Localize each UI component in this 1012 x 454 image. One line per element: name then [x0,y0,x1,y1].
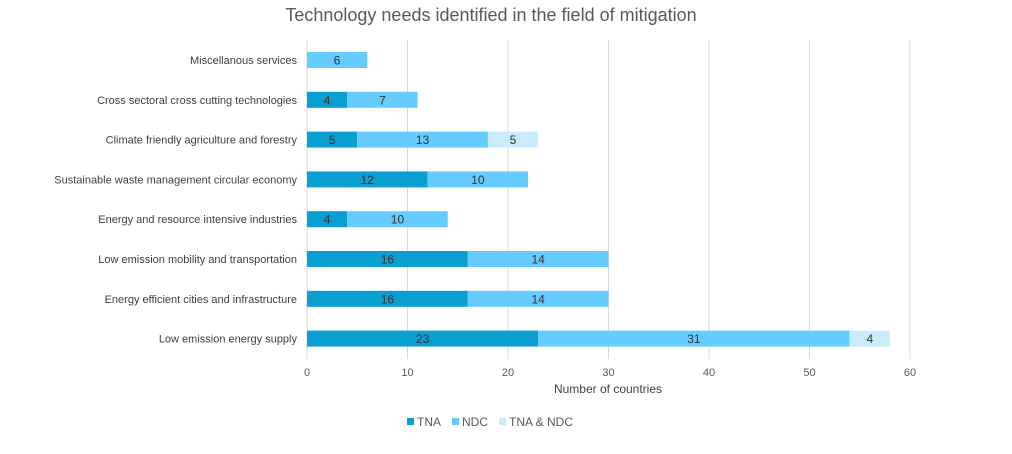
legend-swatch [452,418,459,425]
bar-segment [538,330,850,347]
bar-segment [307,91,348,108]
bar-segment [307,211,348,228]
bar-segment [487,131,539,148]
bar-segment [427,171,529,188]
bar-segment [307,52,368,68]
category-label: Sustainable waste management circular ec… [54,174,297,186]
legend-label: NDC [462,415,488,429]
x-axis-title: Number of countries [554,382,662,396]
data-label: 4 [866,332,873,346]
bar-segment [347,91,418,108]
x-tick-label: 0 [304,367,310,379]
category-label: Miscellanous services [190,55,297,67]
data-label: 12 [361,173,375,187]
data-label: 5 [510,133,517,147]
data-label: 14 [531,292,545,306]
x-tick-label: 60 [904,367,916,379]
x-tick-label: 40 [703,367,715,379]
x-tick-label: 50 [803,367,815,379]
bar-segment [307,290,468,307]
data-label: 6 [334,54,341,68]
x-tick-labels: 0 10 20 30 40 50 60 [304,367,916,379]
data-label: 7 [379,93,386,107]
chart-title: Technology needs identified in the field… [285,5,696,25]
bar-segment [467,290,609,307]
bar-segment [347,211,448,228]
bar-segment [357,131,488,148]
data-label: 16 [381,253,395,267]
data-label: 14 [531,253,545,267]
category-label: Cross sectoral cross cutting technologie… [97,95,297,107]
bar-segment [307,251,468,267]
category-labels: Miscellanous services Cross sectoral cros… [54,55,297,346]
legend-label: TNA [417,415,441,429]
bar-segment [307,131,358,148]
data-label: 31 [687,332,701,346]
legend-swatch [407,418,414,425]
data-label: 13 [416,133,430,147]
bar-segment [467,251,609,267]
data-label: 5 [329,133,336,147]
bar-segment [307,330,539,347]
bars: 6 4 7 5 13 5 12 10 4 10 16 14 16 14 23 31 4 [307,52,890,347]
data-label: 4 [324,213,331,227]
x-tick-label: 10 [401,367,413,379]
legend-label: TNA & NDC [509,415,573,429]
category-label: Energy and resource intensive industries [98,214,297,226]
bar-segment [849,330,890,347]
legend: TNA NDC TNA & NDC [407,415,573,429]
data-label: 10 [471,173,485,187]
data-label: 10 [391,213,405,227]
x-tick-label: 20 [502,367,514,379]
data-label: 4 [324,93,331,107]
bar-segment [307,171,428,188]
category-label: Climate friendly agriculture and forestr… [106,135,298,147]
category-label: Low emission energy supply [159,334,298,346]
category-label: Low emission mobility and transportation [98,254,297,266]
x-tick-label: 30 [602,367,614,379]
legend-swatch [499,418,506,425]
category-label: Energy efficient cities and infrastructu… [105,294,297,306]
data-label: 16 [381,292,395,306]
gridlines [306,40,911,359]
data-label: 23 [416,332,430,346]
